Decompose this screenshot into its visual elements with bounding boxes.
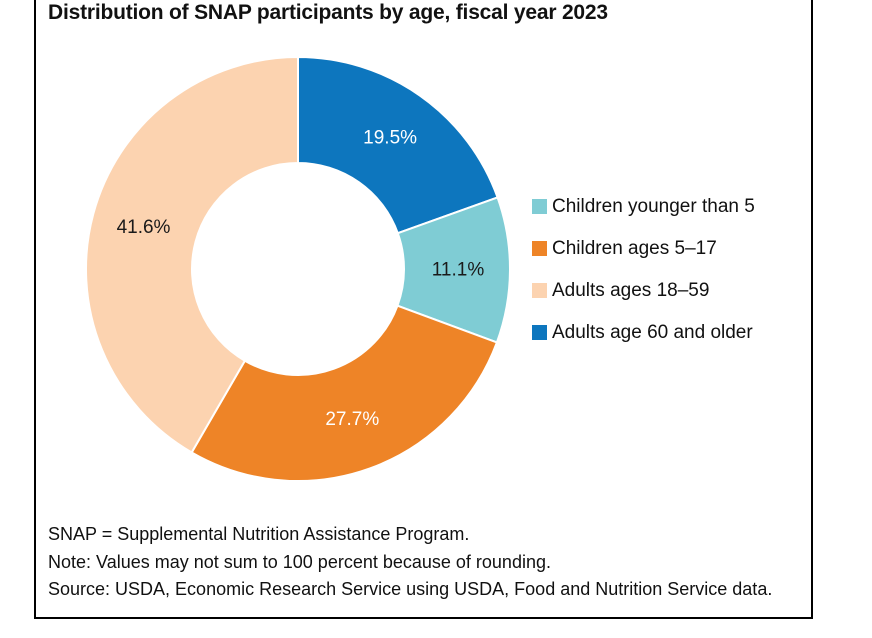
footnotes: SNAP = Supplemental Nutrition Assistance… <box>48 521 772 604</box>
legend-label: Adults ages 18–59 <box>552 279 710 301</box>
legend-item: Adults ages 18–59 <box>532 280 755 301</box>
donut-chart-svg: 19.5% 11.1% 27.7% 41.6% <box>85 56 511 482</box>
legend-swatch-adults-ages-18-59 <box>532 283 547 298</box>
footnote-source: Source: USDA, Economic Research Service … <box>48 579 773 599</box>
legend-item: Children ages 5–17 <box>532 238 755 259</box>
legend-label: Adults age 60 and older <box>552 321 753 343</box>
slice-value-label-2: 27.7% <box>325 409 379 430</box>
legend-swatch-adults-age-60-and-older <box>532 325 547 340</box>
legend-swatch-children-younger-than-5 <box>532 199 547 214</box>
slice-value-label-0: 19.5% <box>363 128 417 149</box>
legend: Children younger than 5 Children ages 5–… <box>532 196 755 367</box>
donut-slice-3 <box>85 56 299 454</box>
legend-item: Children younger than 5 <box>532 196 755 217</box>
footnote-rounding-note: Note: Values may not sum to 100 percent … <box>48 551 551 572</box>
slice-value-label-1: 11.1% <box>432 259 485 280</box>
legend-swatch-children-ages-5-17 <box>532 241 547 256</box>
legend-label: Children younger than 5 <box>552 195 755 217</box>
legend-item: Adults age 60 and older <box>532 322 755 343</box>
legend-label: Children ages 5–17 <box>552 237 717 259</box>
donut-chart: 19.5% 11.1% 27.7% 41.6% <box>84 55 512 483</box>
footnote-snap-definition: SNAP = Supplemental Nutrition Assistance… <box>48 524 470 544</box>
slice-value-label-3: 41.6% <box>117 217 171 238</box>
chart-title: Distribution of SNAP participants by age… <box>48 1 608 24</box>
donut-slice-2 <box>190 304 498 482</box>
donut-slice-0 <box>297 56 499 235</box>
